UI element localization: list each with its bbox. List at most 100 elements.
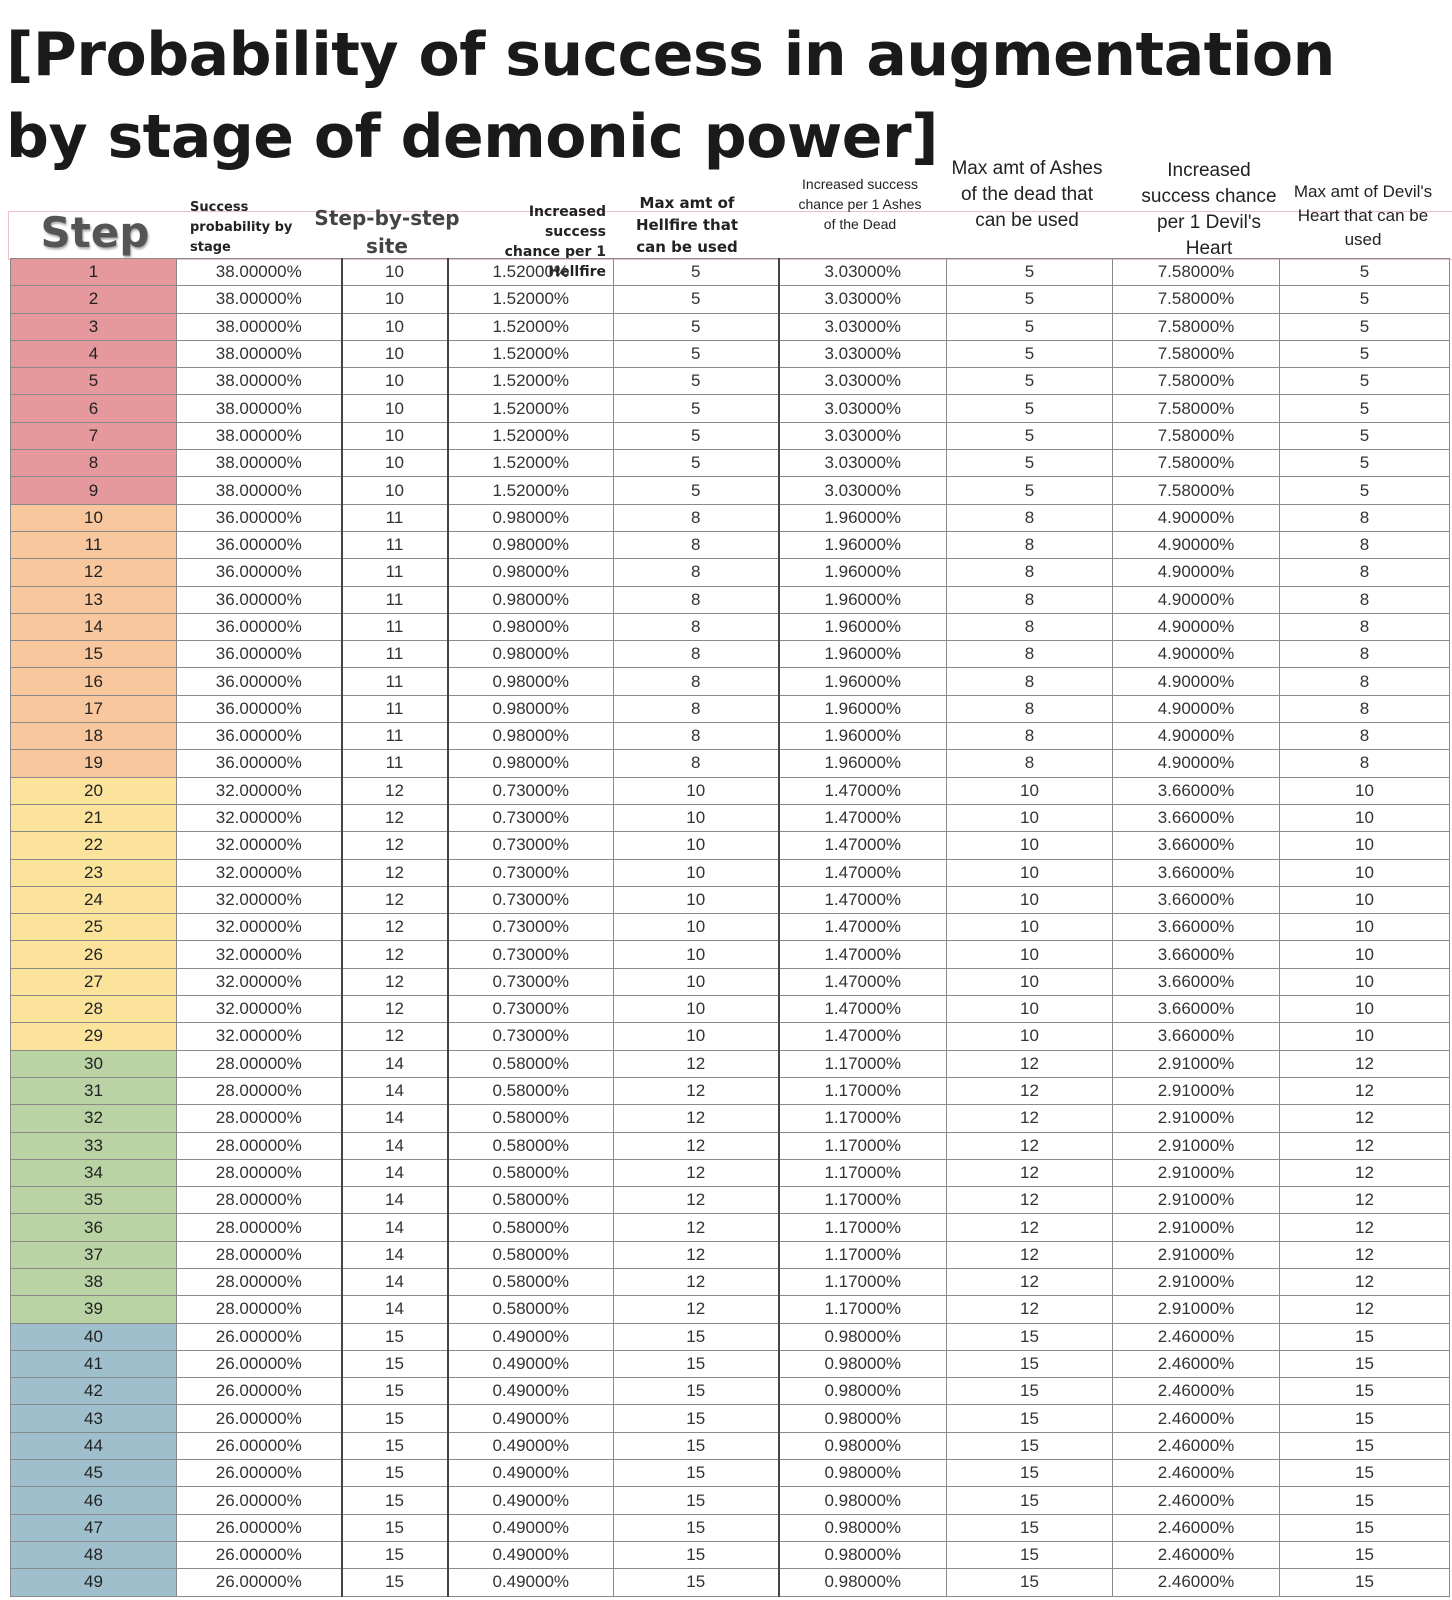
cell-hellfire-max: 10 xyxy=(613,940,780,969)
cell-hellfire-increase: 0.58000% xyxy=(447,1295,614,1324)
cell-ashes-max: 12 xyxy=(946,1295,1113,1324)
cell-hellfire-max: 8 xyxy=(613,558,780,587)
cell-hellfire-max: 5 xyxy=(613,312,780,341)
cell-hellfire-increase: 0.98000% xyxy=(447,612,614,642)
cell-ashes-increase: 0.98000% xyxy=(778,1459,947,1488)
cell-hellfire-increase: 1.52000% xyxy=(447,367,614,396)
cell-ashes-increase: 1.17000% xyxy=(778,1104,947,1133)
cell-devils-heart-increase: 3.66000% xyxy=(1112,1022,1280,1051)
cell-step: 29 xyxy=(10,1022,177,1051)
cell-ashes-max: 8 xyxy=(946,722,1113,751)
cell-ashes-max: 8 xyxy=(946,612,1113,642)
table-row: 41 26.00000% 15 0.49000% 15 0.98000% 15 2.46000… xyxy=(10,1349,1450,1379)
cell-success-probability: 28.00000% xyxy=(176,1076,343,1106)
cell-hellfire-increase: 1.52000% xyxy=(447,421,614,451)
cell-ashes-max: 10 xyxy=(946,885,1113,915)
cell-hellfire-max: 15 xyxy=(613,1404,780,1433)
cell-hellfire-max: 12 xyxy=(613,1267,780,1297)
cell-devils-heart-increase: 4.90000% xyxy=(1112,694,1280,724)
cell-hellfire-max: 10 xyxy=(613,858,780,887)
cell-ashes-max: 15 xyxy=(946,1540,1113,1570)
cell-step-site: 12 xyxy=(341,967,449,997)
cell-success-probability: 28.00000% xyxy=(176,1213,343,1242)
table-row: 25 32.00000% 12 0.73000% 10 1.47000% 10 3.66000… xyxy=(10,913,1450,942)
cell-hellfire-increase: 1.52000% xyxy=(447,449,614,478)
cell-success-probability: 26.00000% xyxy=(176,1459,343,1488)
cell-step-site: 12 xyxy=(341,995,449,1024)
cell-devils-heart-increase: 2.91000% xyxy=(1112,1267,1280,1297)
cell-step-site: 10 xyxy=(341,367,449,396)
header-step: Step xyxy=(40,208,150,257)
cell-step: 17 xyxy=(10,694,177,724)
table-row: 42 26.00000% 15 0.49000% 15 0.98000% 15 2.46000… xyxy=(10,1377,1450,1406)
cell-devils-heart-max: 8 xyxy=(1279,694,1450,724)
cell-hellfire-max: 8 xyxy=(613,722,780,751)
cell-step-site: 12 xyxy=(341,831,449,860)
cell-hellfire-increase: 0.73000% xyxy=(447,776,614,805)
cell-success-probability: 26.00000% xyxy=(176,1431,343,1461)
cell-ashes-max: 8 xyxy=(946,558,1113,587)
cell-devils-heart-max: 5 xyxy=(1279,476,1450,505)
cell-devils-heart-increase: 4.90000% xyxy=(1112,585,1280,614)
cell-ashes-increase: 1.96000% xyxy=(778,694,947,724)
cell-success-probability: 38.00000% xyxy=(176,367,343,396)
cell-ashes-increase: 1.17000% xyxy=(778,1213,947,1242)
cell-devils-heart-max: 15 xyxy=(1279,1568,1450,1597)
cell-success-probability: 38.00000% xyxy=(176,421,343,451)
cell-ashes-increase: 1.47000% xyxy=(778,940,947,969)
cell-step: 48 xyxy=(10,1540,177,1570)
header-ashes-max: Max amt of Ashes of the dead that can be… xyxy=(951,158,1103,231)
cell-devils-heart-increase: 3.66000% xyxy=(1112,803,1280,833)
cell-success-probability: 32.00000% xyxy=(176,858,343,887)
cell-hellfire-increase: 0.49000% xyxy=(447,1540,614,1570)
cell-devils-heart-increase: 2.46000% xyxy=(1112,1513,1280,1542)
cell-ashes-increase: 0.98000% xyxy=(778,1540,947,1570)
cell-hellfire-increase: 0.49000% xyxy=(447,1404,614,1433)
cell-success-probability: 28.00000% xyxy=(176,1267,343,1297)
cell-devils-heart-max: 15 xyxy=(1279,1404,1450,1433)
cell-success-probability: 26.00000% xyxy=(176,1322,343,1351)
cell-success-probability: 32.00000% xyxy=(176,831,343,860)
cell-success-probability: 36.00000% xyxy=(176,694,343,724)
cell-step-site: 11 xyxy=(341,722,449,751)
cell-devils-heart-max: 5 xyxy=(1279,312,1450,341)
cell-step: 42 xyxy=(10,1377,177,1406)
cell-devils-heart-max: 12 xyxy=(1279,1240,1450,1269)
cell-step-site: 10 xyxy=(341,339,449,369)
cell-ashes-increase: 3.03000% xyxy=(778,476,947,505)
cell-ashes-max: 15 xyxy=(946,1349,1113,1379)
cell-success-probability: 26.00000% xyxy=(176,1513,343,1542)
table-row: 49 26.00000% 15 0.49000% 15 0.98000% 15 2.46000… xyxy=(10,1568,1450,1597)
cell-hellfire-increase: 1.52000% xyxy=(447,285,614,314)
table-row: 38 28.00000% 14 0.58000% 12 1.17000% 12 2.91000… xyxy=(10,1267,1450,1297)
table-row: 32 28.00000% 14 0.58000% 12 1.17000% 12 2.91000… xyxy=(10,1104,1450,1133)
cell-hellfire-max: 12 xyxy=(613,1049,780,1078)
cell-devils-heart-increase: 3.66000% xyxy=(1112,995,1280,1024)
cell-devils-heart-increase: 2.46000% xyxy=(1112,1540,1280,1570)
cell-ashes-increase: 3.03000% xyxy=(778,312,947,341)
cell-step: 13 xyxy=(10,585,177,614)
cell-success-probability: 26.00000% xyxy=(176,1377,343,1406)
cell-ashes-max: 10 xyxy=(946,776,1113,805)
cell-success-probability: 32.00000% xyxy=(176,967,343,997)
cell-ashes-max: 5 xyxy=(946,449,1113,478)
cell-hellfire-increase: 0.58000% xyxy=(447,1131,614,1160)
cell-ashes-max: 8 xyxy=(946,694,1113,724)
table-row: 28 32.00000% 12 0.73000% 10 1.47000% 10 3.66000… xyxy=(10,995,1450,1024)
cell-step-site: 14 xyxy=(341,1076,449,1106)
cell-step-site: 15 xyxy=(341,1459,449,1488)
table-row: 39 28.00000% 14 0.58000% 12 1.17000% 12 2.91000… xyxy=(10,1295,1450,1324)
cell-hellfire-max: 10 xyxy=(613,1022,780,1051)
cell-devils-heart-increase: 7.58000% xyxy=(1112,367,1280,396)
cell-ashes-increase: 1.47000% xyxy=(778,831,947,860)
cell-ashes-max: 8 xyxy=(946,585,1113,614)
table-row: 35 28.00000% 14 0.58000% 12 1.17000% 12 2.91000… xyxy=(10,1186,1450,1215)
header-hellfire-max: Max amt of Hellfire that can be used xyxy=(635,194,739,256)
cell-devils-heart-max: 5 xyxy=(1279,339,1450,369)
header-devils-heart-increase: Increased success chance per 1 Devil's H… xyxy=(1141,160,1277,259)
header-devils-heart-max: Max amt of Devil's Heart that can be use… xyxy=(1293,182,1433,249)
cell-devils-heart-max: 8 xyxy=(1279,749,1450,778)
cell-hellfire-max: 5 xyxy=(613,285,780,314)
cell-ashes-increase: 1.47000% xyxy=(778,1022,947,1051)
cell-devils-heart-max: 10 xyxy=(1279,803,1450,833)
